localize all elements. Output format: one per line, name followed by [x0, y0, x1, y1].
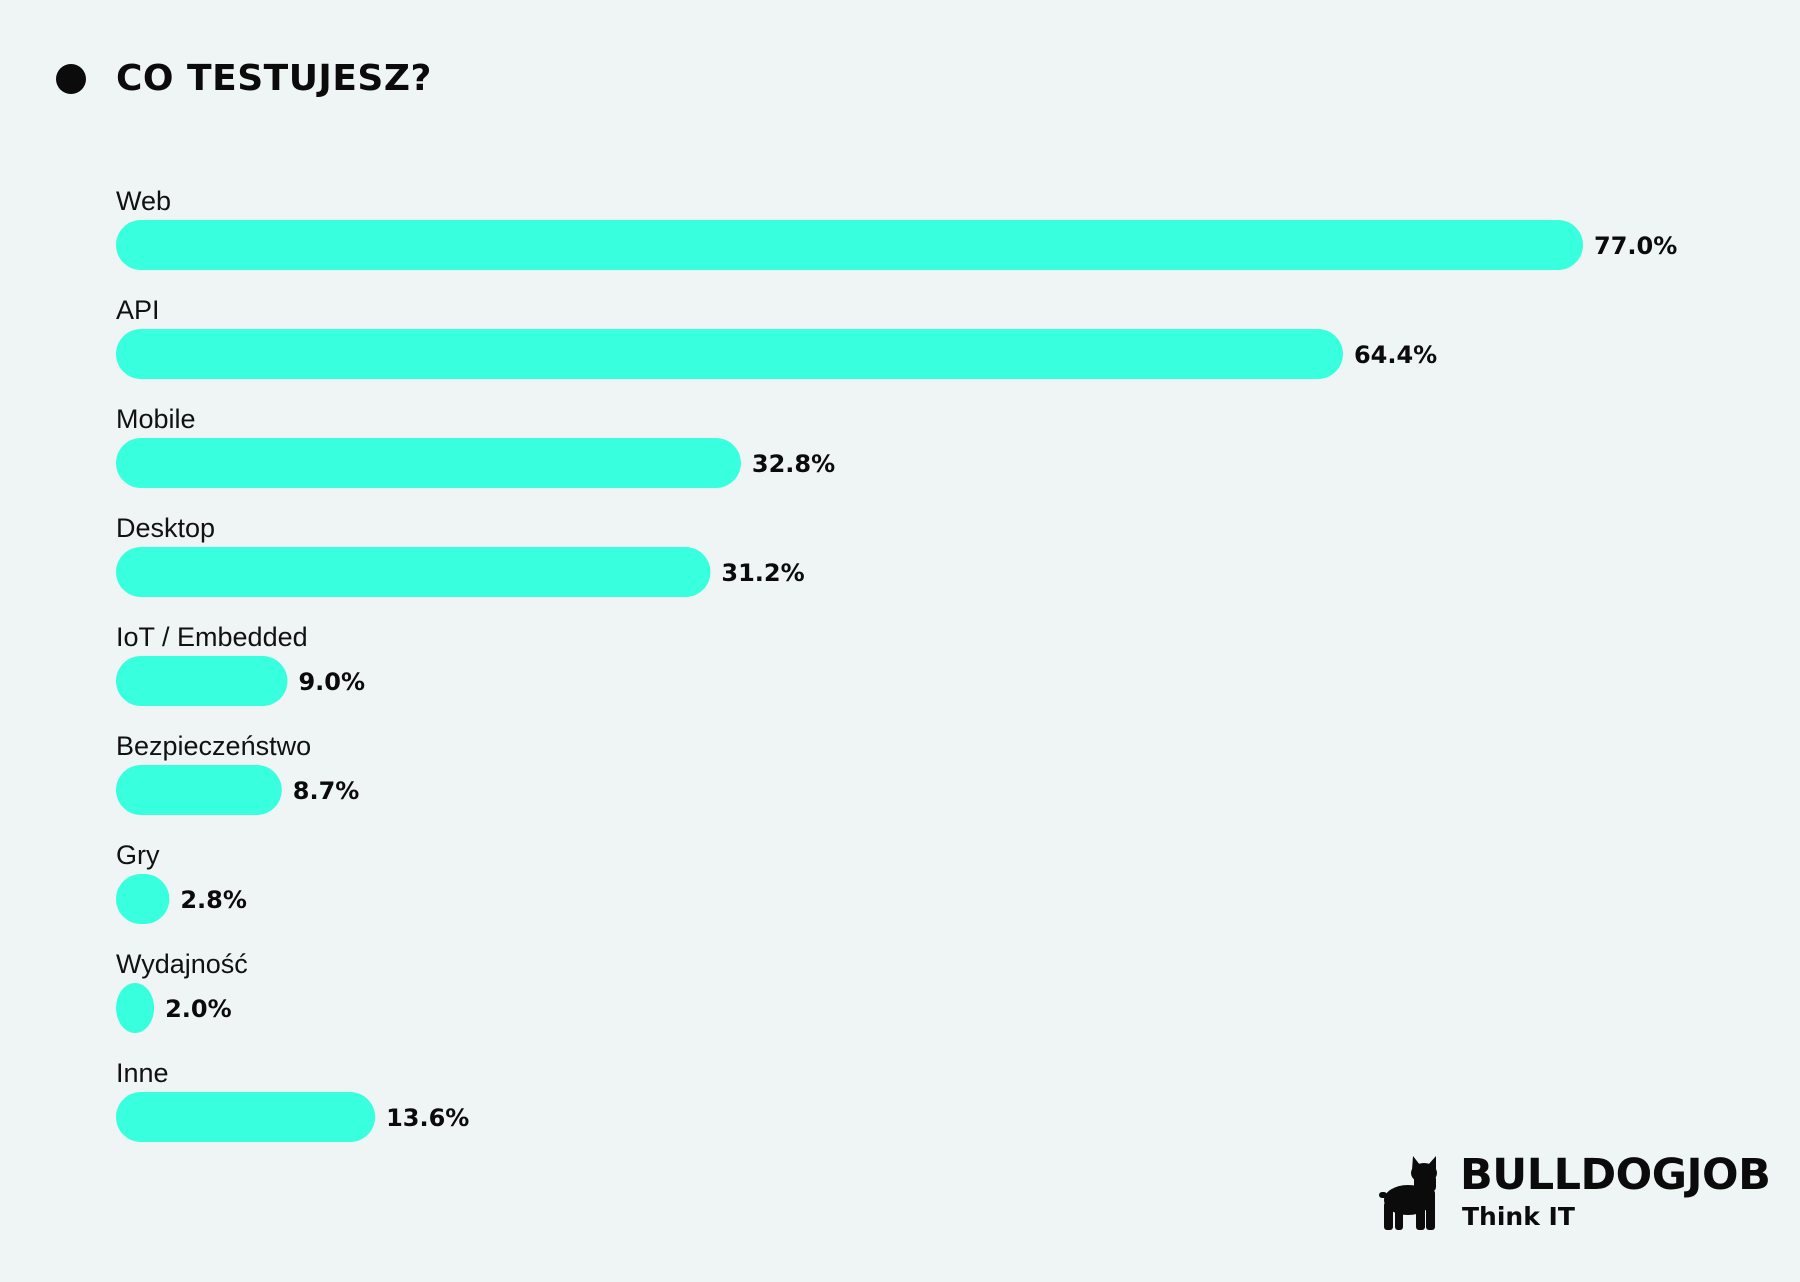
- page-title: CO TESTUJESZ?: [116, 58, 432, 99]
- bar: [116, 1092, 376, 1142]
- value-label: 32.8%: [752, 450, 835, 478]
- value-label: 64.4%: [1354, 341, 1437, 369]
- category-label: Mobile: [116, 404, 196, 434]
- value-label: 31.2%: [721, 559, 804, 587]
- bar: [116, 983, 155, 1033]
- bar: [116, 329, 1343, 379]
- value-label: 13.6%: [386, 1104, 469, 1132]
- brand-name: BULLDOGJOB: [1460, 1150, 1771, 1200]
- category-label: Gry: [116, 840, 160, 870]
- category-label: Wydajność: [116, 949, 248, 979]
- category-label: Bezpieczeństwo: [116, 731, 311, 761]
- bar: [116, 547, 711, 597]
- bar: [116, 765, 282, 815]
- value-label: 8.7%: [293, 777, 360, 805]
- bullet-dot-icon: [56, 63, 86, 94]
- value-label: 2.0%: [165, 995, 232, 1023]
- category-label: Inne: [116, 1058, 169, 1088]
- chart-header: CO TESTUJESZ?: [56, 58, 432, 99]
- brand-logo: BULLDOGJOB Think IT: [1375, 1152, 1775, 1232]
- category-label: Desktop: [116, 513, 215, 543]
- value-label: 77.0%: [1594, 232, 1677, 260]
- value-label: 9.0%: [298, 668, 365, 696]
- bar: [116, 220, 1583, 270]
- category-label: API: [116, 295, 160, 325]
- bulldog-icon: [1379, 1156, 1437, 1230]
- category-label: IoT / Embedded: [116, 622, 308, 652]
- bar: [116, 874, 170, 924]
- bar: [116, 656, 288, 706]
- brand-tagline: Think IT: [1462, 1202, 1575, 1231]
- bar: [116, 438, 741, 488]
- value-label: 2.8%: [180, 886, 247, 914]
- category-label: Web: [116, 186, 171, 216]
